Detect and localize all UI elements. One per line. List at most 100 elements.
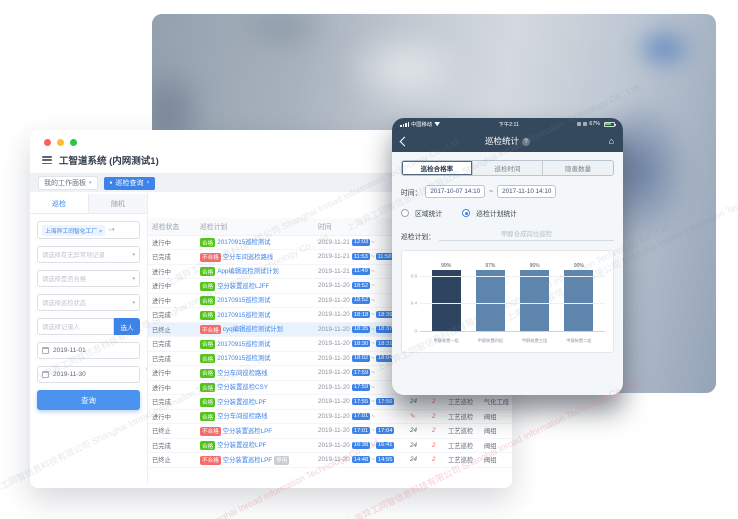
pass-rate-chart: 99% 97% 96% 90% 0.4 0.8 0 甲醇装置一组 甲醇装置四组 甲醇装置三组甲… <box>401 250 614 353</box>
tilde-separator: ~ <box>371 427 375 435</box>
tilde-separator: ~ <box>371 412 375 420</box>
tilde-separator: ~ <box>371 383 375 391</box>
y-tick-label: 0 <box>414 328 417 334</box>
plan-value-field[interactable]: 甲醇合成岗位巡检 <box>438 228 614 241</box>
count-cell: 24 <box>406 423 428 439</box>
chevron-down-icon: ▾ <box>89 180 92 186</box>
bar-group: 90% <box>561 263 596 331</box>
tab-inspection-query[interactable]: ● 巡检查询 × <box>103 176 156 190</box>
date-to-input[interactable]: 2019-11-30 <box>37 366 140 383</box>
plan-link[interactable]: 空分装置巡检LJFF <box>217 282 270 290</box>
end-time-chip: 14:55 <box>375 456 395 464</box>
time-cell: 2019-11-20 18:30 ~18:31 <box>314 336 406 352</box>
start-time-chip: 18:02 <box>351 354 371 362</box>
plan-cell: 合格 空分装置巡检LPF <box>196 438 314 453</box>
table-row[interactable]: 已完成 合格 空分装置巡检LPF 2019-11-20 17:55 ~17:56 24 2 工艺… <box>148 394 512 410</box>
recorder-row: 请选择记录人 选人 <box>37 318 140 335</box>
sidebar-collapse-icon[interactable]: ‹ <box>145 364 148 373</box>
time-cell: 2019-11-20 18:52 ~ <box>314 293 406 308</box>
time-cell: 2019-11-21 11:49 ~ <box>314 264 406 279</box>
time-from-input[interactable]: 2017-10-07 14:10 <box>425 185 486 198</box>
filter-sidebar: 巡检 随机 上海异工同智化工厂 × × ▾ 请选择有无异常项记录 ▾ 请选择是否… <box>30 192 148 484</box>
hamburger-menu-icon[interactable] <box>42 156 52 164</box>
qualified-select[interactable]: 请选择是否合格 ▾ <box>37 270 140 287</box>
workspace-tabbar: 我的工作面板 ▾ ● 巡检查询 × <box>30 174 512 192</box>
plan-link[interactable]: 空分装置巡检CSY <box>217 384 268 392</box>
start-time-chip: 17:01 <box>351 427 371 435</box>
time-cell: 2019-11-20 17:59 ~ <box>314 365 406 381</box>
plan-cell: 合格 20170915巡检测试 <box>196 336 314 352</box>
qualified-badge: 合格 <box>200 397 216 407</box>
radio-plan-stat[interactable] <box>462 209 471 217</box>
recorder-input[interactable]: 请选择记录人 <box>37 318 114 335</box>
qualified-badge: 合格 <box>200 368 216 378</box>
table-row[interactable]: 已终止 不合格 空分装置巡检LPF 2019-11-20 17:01 ~17:04 24 2 工… <box>148 423 512 439</box>
home-icon[interactable]: ⌂ <box>608 135 614 146</box>
plan-link[interactable]: 空分装置巡检LPF <box>222 456 273 464</box>
bar-group: 99% <box>428 263 463 331</box>
date-label: 2019-11-20 <box>318 296 350 304</box>
pick-person-button[interactable]: 选人 <box>114 318 140 335</box>
date-from-input[interactable]: 2019-11-01 <box>37 342 140 359</box>
segment-inspection-time[interactable]: 巡检时间 <box>471 161 543 175</box>
edit-pencil-icon[interactable]: ✎ <box>406 409 428 424</box>
qualified-badge: 合格 <box>200 310 216 320</box>
plan-link[interactable]: 20170915巡检测试 <box>217 239 271 247</box>
factory-select[interactable]: 上海异工同智化工厂 × × ▾ <box>37 221 140 239</box>
tab-close-icon[interactable]: × <box>146 180 150 186</box>
bar <box>520 270 550 331</box>
qualified-badge: 合格 <box>200 383 216 393</box>
help-icon[interactable]: ? <box>522 138 530 146</box>
search-button[interactable]: 查询 <box>37 390 140 410</box>
tag-close-icon[interactable]: × <box>98 228 103 235</box>
close-window-icon[interactable] <box>44 139 51 146</box>
plan-link[interactable]: 空分车间巡检路线 <box>217 413 268 421</box>
date-label: 2019-11-21 <box>318 267 350 275</box>
plan-link[interactable]: 空分车间巡检路线 <box>217 369 268 377</box>
radio-plan-label: 巡检计划统计 <box>476 211 517 218</box>
tilde-separator: ~ <box>371 441 375 449</box>
sidebar-tab-inspection[interactable]: 巡检 <box>30 194 88 213</box>
segment-pass-rate[interactable]: 巡检合格率 <box>402 161 472 175</box>
status-cell: 进行中 <box>148 409 196 424</box>
start-time-chip: 12:03 <box>351 238 371 246</box>
plan-link[interactable]: 空分装置巡检LPF <box>222 427 273 435</box>
status-select[interactable]: 请选择巡检状态 ▾ <box>37 294 140 311</box>
sidebar-tab-random[interactable]: 随机 <box>88 194 147 213</box>
plan-link[interactable]: 20170915巡检测试 <box>217 355 271 363</box>
filter-controls: 上海异工同智化工厂 × × ▾ 请选择有无异常项记录 ▾ 请选择是否合格 ▾ 请… <box>30 214 147 417</box>
plan-link[interactable]: cyq编辑巡检测试计划 <box>222 326 283 334</box>
tab-my-workboard[interactable]: 我的工作面板 ▾ <box>38 176 98 190</box>
clear-icon[interactable]: × <box>108 226 112 234</box>
plan-link[interactable]: 20170915巡检测试 <box>217 340 271 348</box>
battery-icon <box>603 121 616 127</box>
plan-link[interactable]: 空分装置巡检LPF <box>217 398 267 406</box>
plan-link[interactable]: 空分装置巡检LPF <box>217 442 267 450</box>
table-row[interactable]: 进行中 合格 空分车间巡检路线 2019-11-20 17:01 ~ ✎ 2 工艺巡检 阀组 <box>148 409 512 424</box>
sidebar-tabs: 巡检 随机 <box>30 194 147 214</box>
plan-link[interactable]: 20170915巡检测试 <box>217 297 271 305</box>
plan-link[interactable]: 空分车间巡检路线 <box>222 253 274 261</box>
abnormal-record-select[interactable]: 请选择有无异常项记录 ▾ <box>37 246 140 263</box>
status-cell: 已完成 <box>148 336 196 352</box>
status-cell: 已完成 <box>148 307 196 323</box>
minimize-window-icon[interactable] <box>57 139 64 146</box>
type-cell: 工艺巡检 <box>444 409 480 424</box>
time-to-input[interactable]: 2017-11-10 14:10 <box>497 185 557 198</box>
date-label: 2019-11-20 <box>318 383 350 391</box>
maximize-window-icon[interactable] <box>70 139 77 146</box>
table-row[interactable]: 已终止 不合格 空分装置巡检LPF 停用 2019-11-20 14:48 ~14:55 24… <box>148 452 512 468</box>
table-row[interactable]: 已完成 合格 空分装置巡检LPF 2019-11-20 16:38 ~16:41 24 2 工艺… <box>148 438 512 453</box>
status-cell: 已终止 <box>148 322 196 337</box>
segment-hazard-count[interactable]: 隐患数量 <box>542 161 613 175</box>
date-label: 2019-11-20 <box>318 325 350 333</box>
area-cell: 阀组 <box>480 452 512 468</box>
radio-region-stat[interactable] <box>401 209 409 217</box>
tilde-separator: ~ <box>371 311 375 319</box>
plan-link[interactable]: App编辑巡检测试计划 <box>217 268 279 276</box>
status-cell: 已完成 <box>148 351 196 366</box>
start-time-chip: 17:01 <box>351 412 371 420</box>
tilde-separator: ~ <box>371 325 375 333</box>
plan-link[interactable]: 20170915巡检测试 <box>217 311 271 319</box>
